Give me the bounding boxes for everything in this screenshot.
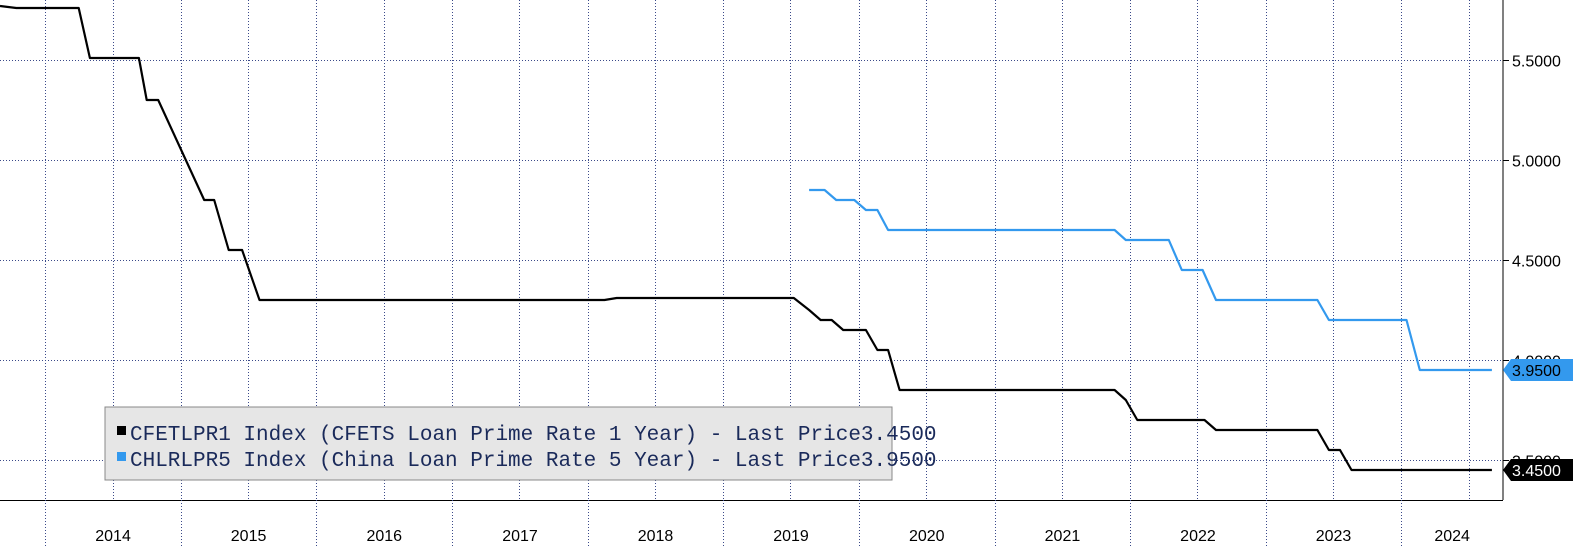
legend: CFETLPR1 Index (CFETS Loan Prime Rate 1 … [104, 406, 937, 481]
series-line-1y [0, 4, 1492, 472]
x-tick-label: 2019 [773, 528, 809, 545]
x-tick-label: 2020 [909, 528, 945, 545]
x-axis-ticks: 2014 2015 2016 2017 2018 2019 2020 2021 2022 2023… [45, 500, 1470, 546]
x-tick-label: 2018 [638, 528, 674, 545]
legend-swatch-5y [117, 452, 126, 461]
x-tick-label: 2017 [502, 528, 538, 545]
y-tick-label: 4.5000 [1512, 254, 1561, 271]
x-tick-label: 2023 [1316, 528, 1352, 545]
x-tick-label: 2014 [95, 528, 131, 545]
legend-box [104, 406, 893, 481]
last-price-tag-1y [1503, 459, 1573, 481]
x-tick-label: 2015 [231, 528, 267, 545]
series-layer [0, 4, 1492, 472]
legend-label-1y: CFETLPR1 Index (CFETS Loan Prime Rate 1 … [130, 424, 937, 447]
last-price-label-1y: 3.4500 [1512, 463, 1561, 480]
last-price-tags: 3.4500 3.9500 [1503, 359, 1573, 481]
series-line-5y [809, 188, 1492, 372]
x-tick-label: 2016 [366, 528, 402, 545]
x-tick-label: 2022 [1180, 528, 1216, 545]
legend-label-5y: CHLRLPR5 Index (China Loan Prime Rate 5 … [130, 450, 937, 473]
last-price-label-5y: 3.9500 [1512, 363, 1561, 380]
y-tick-label: 5.5000 [1512, 54, 1561, 71]
axes [0, 0, 1504, 501]
x-tick-label: 2021 [1045, 528, 1081, 545]
last-price-tag-5y [1503, 359, 1573, 381]
y-tick-label: 5.0000 [1512, 154, 1561, 171]
gridlines [0, 0, 1503, 500]
x-tick-label: 2024 [1434, 528, 1470, 545]
legend-swatch-1y [117, 426, 126, 435]
